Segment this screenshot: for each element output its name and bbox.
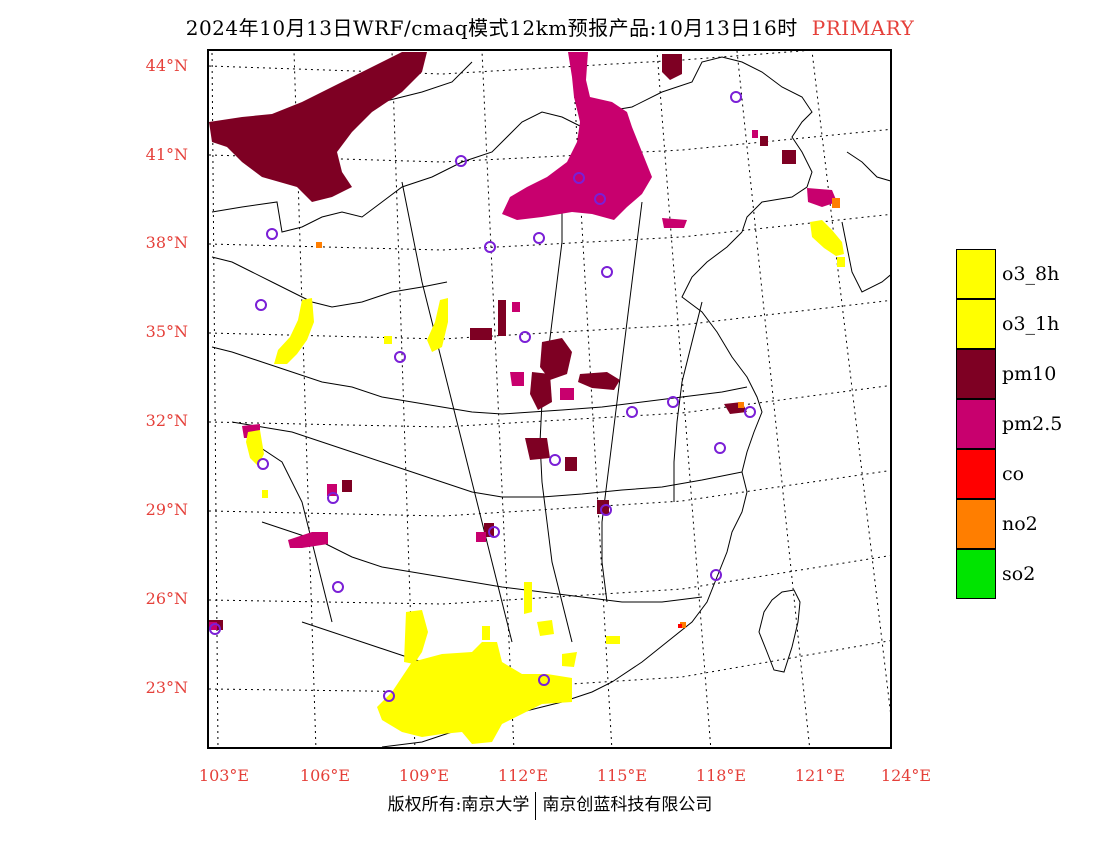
legend-swatch-co xyxy=(956,449,996,499)
lat-label-29: 29°N xyxy=(145,500,188,519)
footer-divider xyxy=(535,791,537,820)
legend-label-pm25: pm2.5 xyxy=(1002,413,1063,435)
lon-label-106: 106°E xyxy=(299,766,351,785)
lat-label-23: 23°N xyxy=(145,678,188,697)
lon-label-124: 124°E xyxy=(880,766,932,785)
legend-swatch-o3-1h xyxy=(956,299,996,349)
legend-label-pm10: pm10 xyxy=(1002,363,1057,385)
title-text: 2024年10月13日WRF/cmaq模式12km预报产品:10月13日16时 xyxy=(185,16,798,40)
legend-label-o3-1h: o3_1h xyxy=(1002,313,1060,335)
lat-label-41: 41°N xyxy=(145,145,188,164)
legend-label-no2: no2 xyxy=(1002,513,1038,535)
no2-regions xyxy=(316,198,840,628)
legend-label-o3-8h: o3_8h xyxy=(1002,263,1060,285)
co-regions xyxy=(678,624,682,628)
lon-label-109: 109°E xyxy=(398,766,450,785)
legend-label-co: co xyxy=(1002,463,1025,485)
lon-label-112: 112°E xyxy=(497,766,549,785)
legend-swatch-pm10 xyxy=(956,349,996,399)
legend-swatch-no2 xyxy=(956,499,996,549)
o3-regions xyxy=(246,220,845,744)
copyright-right: 南京创蓝科技有限公司 xyxy=(542,795,713,815)
primary-tag: PRIMARY xyxy=(811,16,915,40)
lat-label-32: 32°N xyxy=(145,411,188,430)
copyright-footer: 版权所有:南京大学 南京创蓝科技有限公司 xyxy=(0,790,1100,820)
map-title: 2024年10月13日WRF/cmaq模式12km预报产品:10月13日16时 P… xyxy=(0,12,1100,41)
legend-swatch-o3-8h xyxy=(956,249,996,299)
lon-label-115: 115°E xyxy=(596,766,648,785)
lat-label-44: 44°N xyxy=(145,56,188,75)
map-canvas xyxy=(209,51,890,747)
lon-label-121: 121°E xyxy=(794,766,846,785)
lon-label-103: 103°E xyxy=(198,766,250,785)
pm10-regions xyxy=(209,52,796,677)
lat-label-35: 35°N xyxy=(145,322,188,341)
legend-label-so2: so2 xyxy=(1002,563,1036,585)
copyright-left: 版权所有:南京大学 xyxy=(387,795,530,815)
map-panel xyxy=(207,49,892,749)
lat-label-26: 26°N xyxy=(145,589,188,608)
lon-label-118: 118°E xyxy=(695,766,747,785)
taiwan-outline xyxy=(758,589,801,673)
legend-swatch-pm25 xyxy=(956,399,996,449)
legend-swatch-so2 xyxy=(956,549,996,599)
station-markers xyxy=(209,91,756,702)
lat-label-38: 38°N xyxy=(145,233,188,252)
korea-outline xyxy=(841,151,890,293)
